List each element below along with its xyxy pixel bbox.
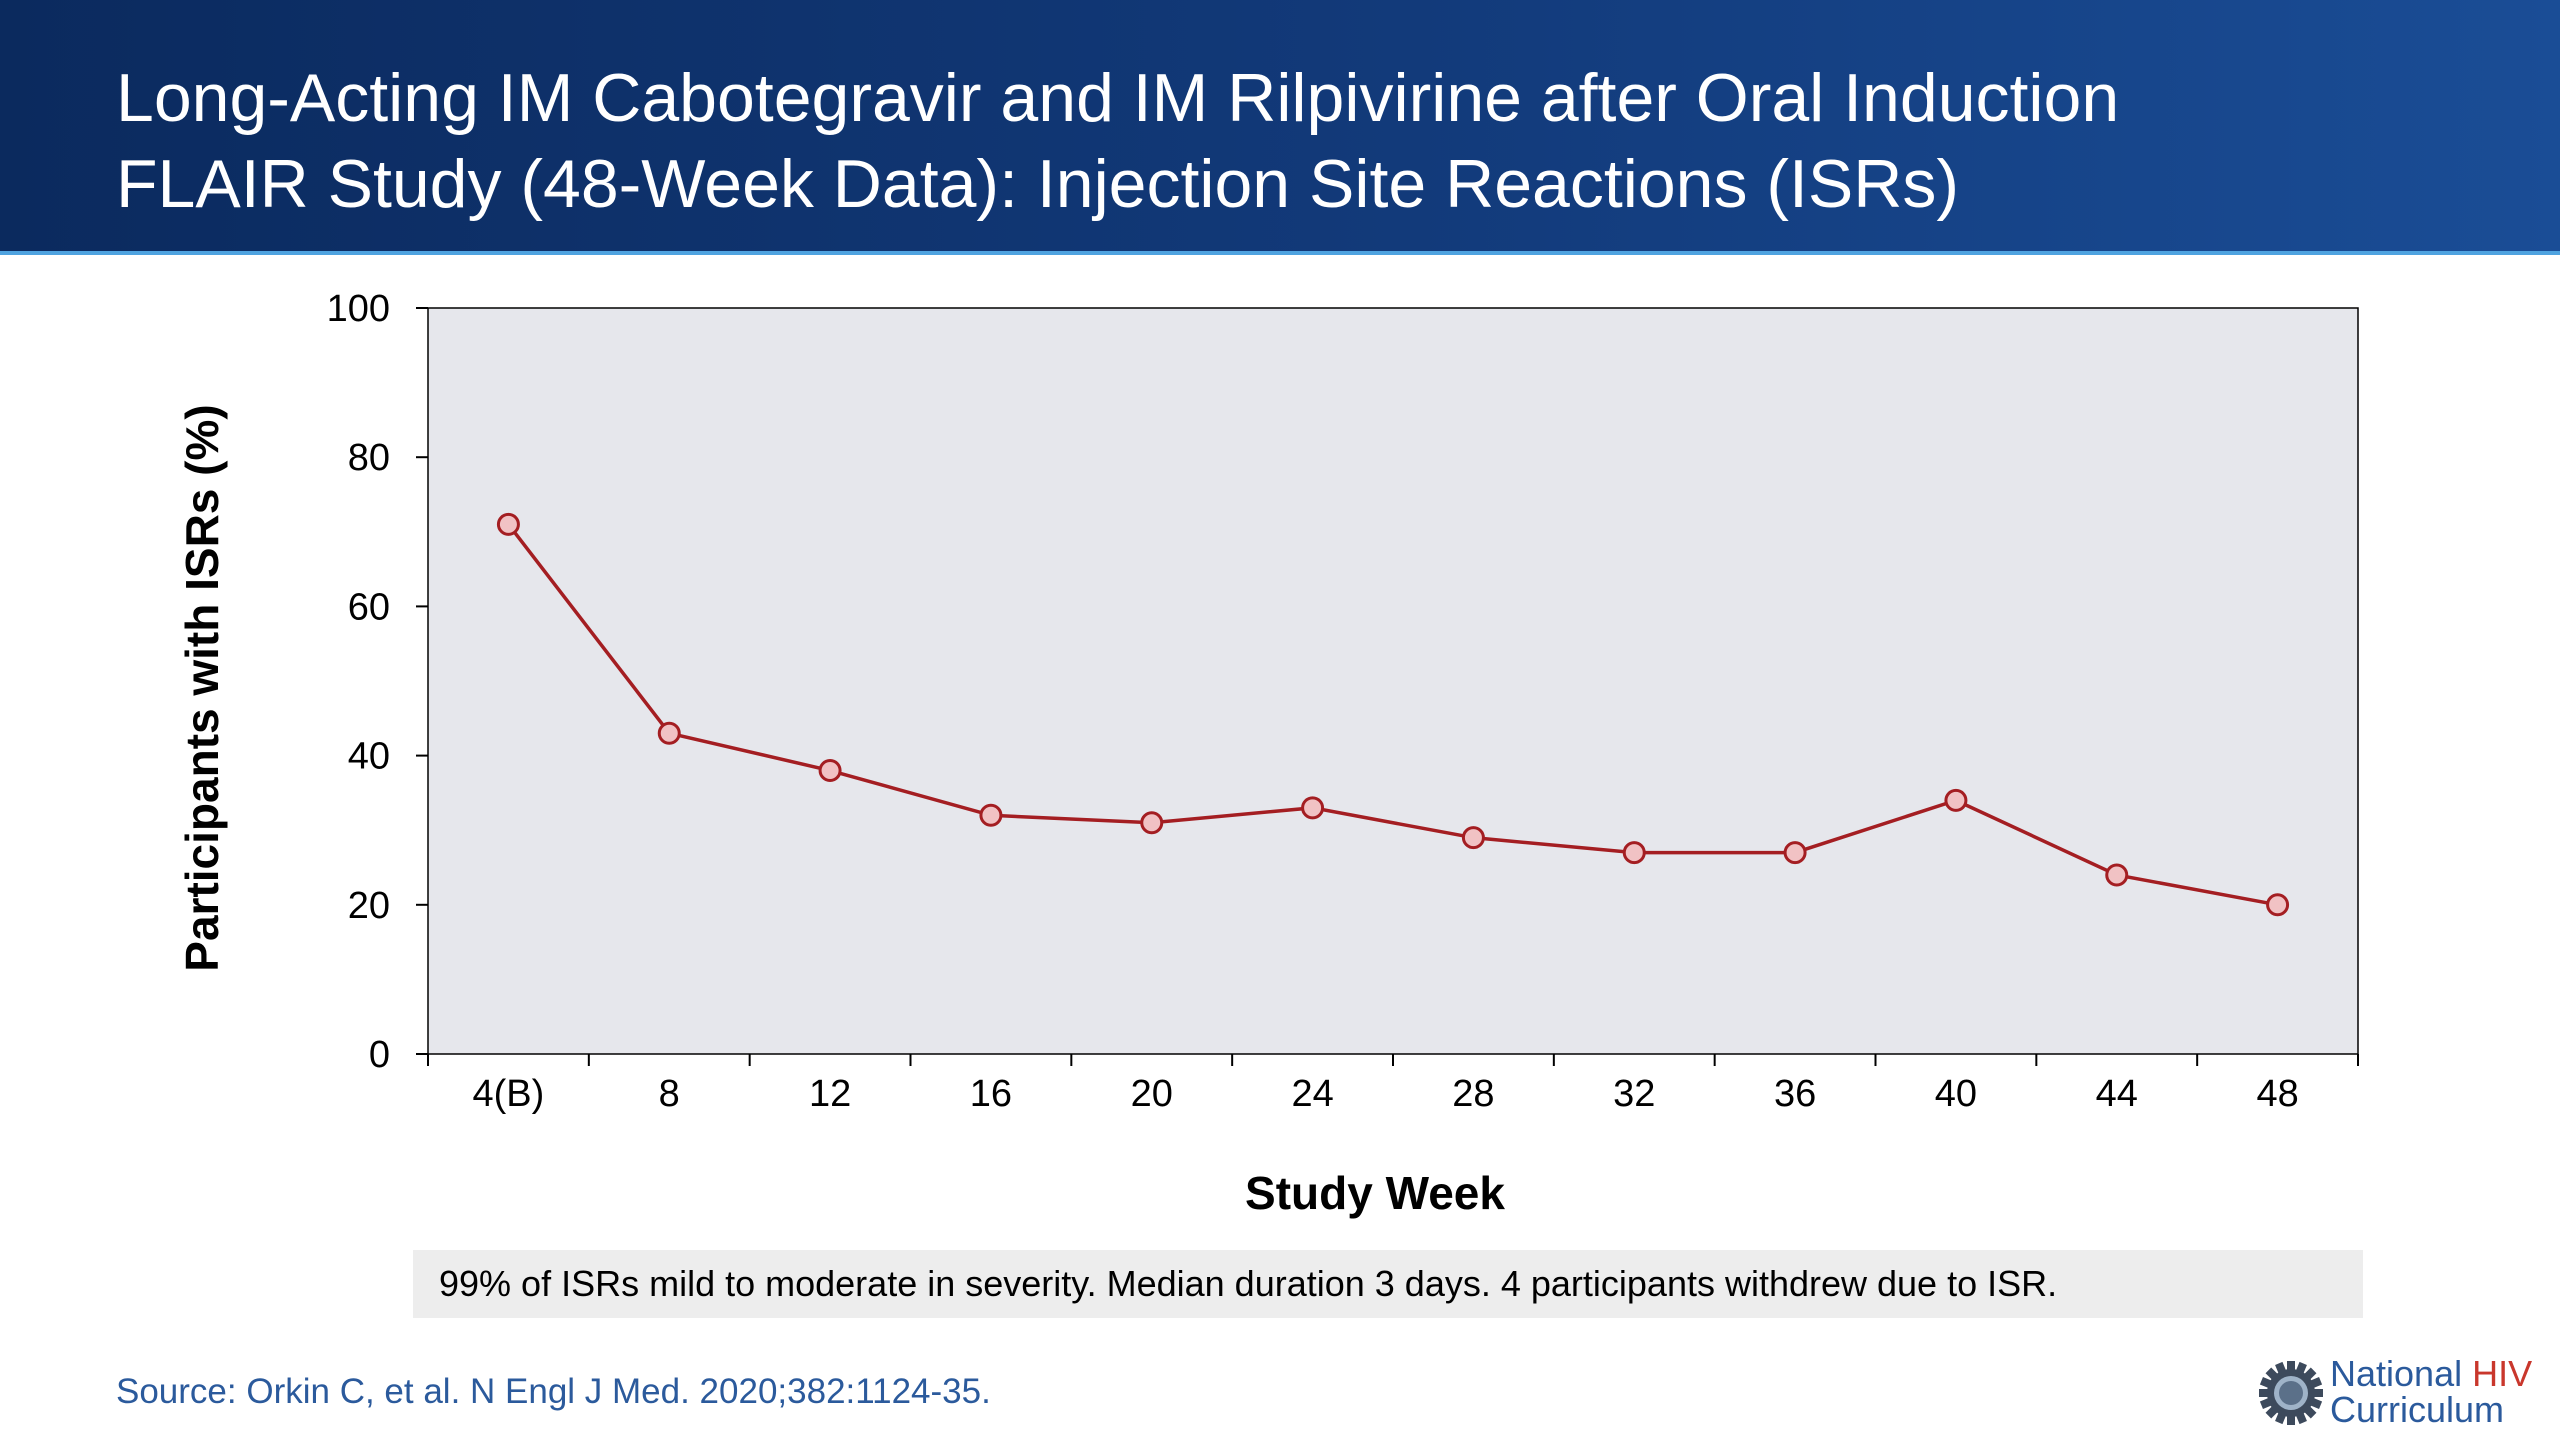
series-line — [507, 523, 2278, 907]
gear-globe-icon — [2259, 1361, 2323, 1425]
y-axis-label: Participants with ISRs (%) — [176, 404, 228, 971]
x-tick-label: 8 — [659, 1073, 680, 1115]
data-point — [1140, 811, 1164, 835]
footnote-box: 99% of ISRs mild to moderate in severity… — [413, 1250, 2363, 1318]
x-tick-label: 4(B) — [473, 1073, 545, 1115]
data-point — [979, 803, 1003, 827]
y-tick-label: 60 — [348, 586, 390, 628]
slide-title-line-2: FLAIR Study (48-Week Data): Injection Si… — [116, 146, 1960, 222]
y-tick-label: 80 — [348, 437, 390, 479]
plot-area — [427, 307, 2359, 1055]
data-point — [1461, 826, 1485, 850]
logo-hiv-text: HIV — [2472, 1353, 2533, 1394]
data-point — [2266, 893, 2290, 917]
slide-title-line-1: Long-Acting IM Cabotegravir and IM Rilpi… — [116, 60, 2120, 136]
national-hiv-curriculum-logo: National HIV Curriculum — [2256, 1352, 2546, 1432]
data-point — [657, 721, 681, 745]
x-tick-label: 20 — [1131, 1073, 1173, 1115]
x-tick-label: 12 — [809, 1073, 851, 1115]
x-tick-label: 48 — [2256, 1073, 2298, 1115]
x-tick-label: 36 — [1774, 1073, 1816, 1115]
data-point — [1622, 841, 1646, 865]
chart-svg: 0 20 40 60 80 100 4(B) 8 12 16 20 24 28 32 36 40 44 48 S… — [176, 288, 2359, 1219]
data-point — [818, 759, 842, 783]
x-tick-label: 16 — [970, 1073, 1012, 1115]
isr-line-chart: 0 20 40 60 80 100 4(B) 8 12 16 20 24 28 32 36 40 44 48 S… — [0, 255, 2560, 1255]
data-point — [496, 512, 520, 536]
x-tick-label: 32 — [1613, 1073, 1655, 1115]
x-tick-label: 44 — [2096, 1073, 2138, 1115]
data-point — [1783, 841, 1807, 865]
slide-header: Long-Acting IM Cabotegravir and IM Rilpi… — [0, 0, 2560, 255]
logo-text-line-1: National HIV — [2330, 1356, 2532, 1392]
x-tick-label: 28 — [1452, 1073, 1494, 1115]
y-tick-label: 20 — [348, 885, 390, 927]
data-point — [2105, 863, 2129, 887]
x-axis-label: Study Week — [1245, 1167, 1505, 1219]
x-tick-label: 40 — [1935, 1073, 1977, 1115]
logo-text-line-2: Curriculum — [2330, 1389, 2505, 1430]
y-tick-label: 40 — [348, 736, 390, 778]
x-tick-label: 24 — [1291, 1073, 1333, 1115]
data-point — [1301, 796, 1325, 820]
y-tick-label: 0 — [369, 1034, 390, 1076]
y-tick-label: 100 — [327, 288, 390, 330]
logo-national-text: National — [2330, 1353, 2473, 1394]
source-citation: Source: Orkin C, et al. N Engl J Med. 20… — [116, 1372, 991, 1411]
data-point — [1944, 788, 1968, 812]
